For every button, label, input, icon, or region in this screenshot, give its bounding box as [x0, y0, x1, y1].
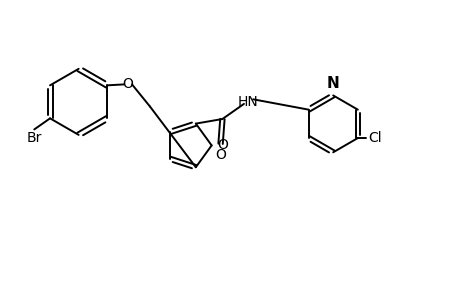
Text: O: O — [215, 148, 225, 162]
Text: O: O — [217, 138, 228, 152]
Text: Br: Br — [27, 131, 42, 145]
Text: O: O — [122, 77, 133, 92]
Text: Cl: Cl — [367, 131, 381, 145]
Text: HN: HN — [237, 94, 257, 109]
Text: N: N — [326, 76, 339, 91]
